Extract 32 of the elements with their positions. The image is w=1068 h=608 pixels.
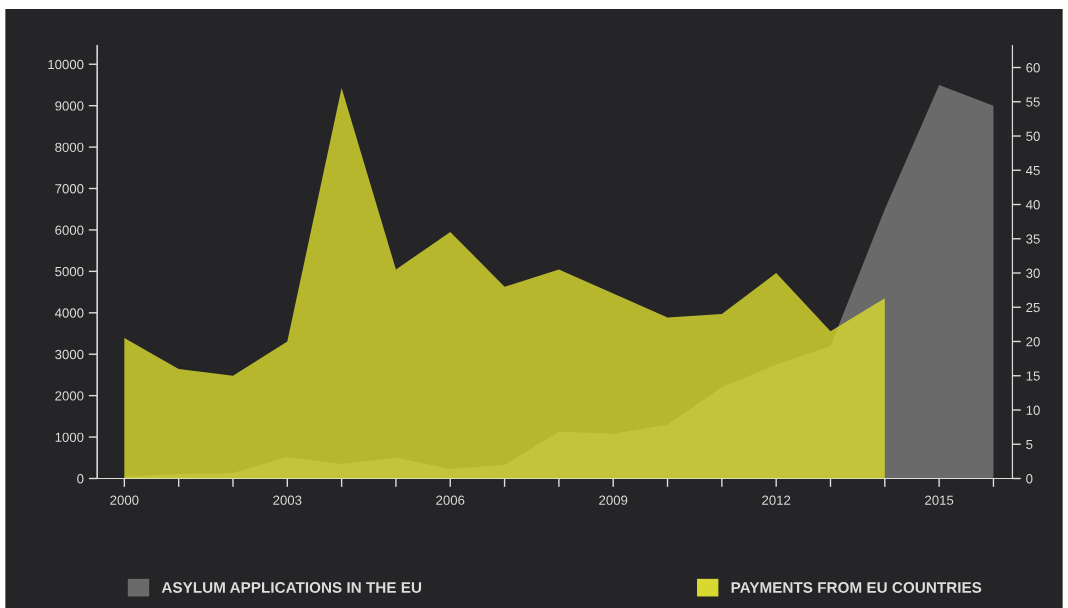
x-tick-label: 2015 [925, 495, 954, 505]
y-tick-label: 7000 [55, 184, 84, 194]
y2-tick-label: 15 [1026, 371, 1040, 381]
y2-tick-label: 20 [1026, 337, 1040, 347]
y-tick-label: 6000 [55, 225, 84, 235]
legend-label: ASYLUM APPLICATIONS IN THE EU [161, 582, 422, 593]
y2-tick-label: 10 [1026, 405, 1040, 415]
y2-tick-label: 55 [1026, 97, 1040, 107]
y2-tick-label: 50 [1026, 131, 1040, 141]
y2-tick-label: 40 [1025, 200, 1040, 210]
y2-tick-label: 25 [1026, 302, 1040, 313]
x-tick-label: 2009 [599, 495, 628, 505]
y2-tick-label: 45 [1025, 165, 1040, 176]
y2-tick-label: 60 [1026, 63, 1040, 73]
y2-tick-label: 30 [1026, 268, 1040, 278]
x-tick-label: 2000 [110, 495, 139, 505]
y2-tick-label: 5 [1026, 439, 1033, 450]
y-tick-label: 4000 [54, 308, 84, 318]
x-tick-label: 2003 [273, 495, 302, 505]
x-tick-label: 2006 [436, 495, 465, 505]
y-tick-label: 10000 [48, 59, 84, 70]
y-tick-label: 3000 [55, 349, 84, 360]
y-tick-label: 5000 [55, 266, 84, 277]
y2-tick-label: 0 [1026, 474, 1033, 484]
y2-tick-label: 35 [1026, 234, 1040, 244]
y-tick-label: 1000 [55, 432, 84, 442]
y-tick-label: 8000 [55, 142, 84, 152]
legend-label: PAYMENTS FROM EU COUNTRIES [731, 582, 982, 593]
y-tick-label: 9000 [55, 101, 84, 111]
y-tick-label: 0 [77, 474, 84, 484]
x-tick-label: 2012 [762, 495, 791, 505]
y-tick-label: 2000 [55, 391, 84, 401]
